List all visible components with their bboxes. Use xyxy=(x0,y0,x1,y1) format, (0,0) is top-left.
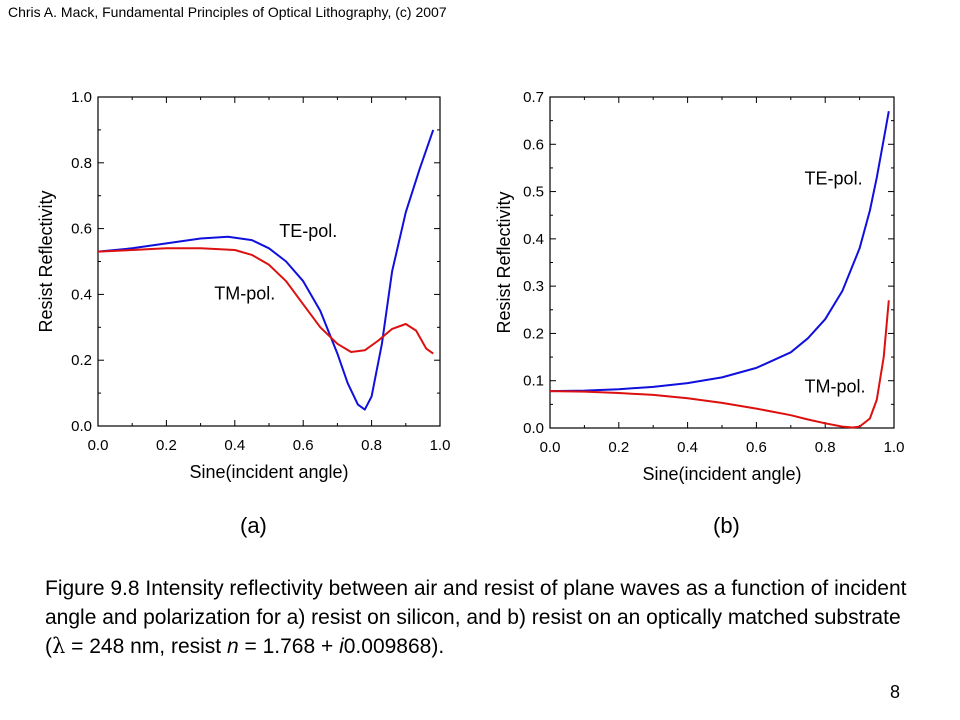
y-tick-label-a: 0.2 xyxy=(71,352,92,369)
y-axis-label-a: Resist Reflectivity xyxy=(36,190,56,332)
y-tick-label-b: 0.2 xyxy=(523,325,544,342)
x-tick-label-b: 0.2 xyxy=(608,439,629,456)
y-tick-label-b: 0.6 xyxy=(523,136,544,153)
y-tick-label-a: 1.0 xyxy=(71,89,92,106)
panel-label-b: (b) xyxy=(713,513,740,538)
x-tick-label-b: 0.4 xyxy=(677,439,698,456)
y-tick-label-a: 0.6 xyxy=(71,221,92,238)
y-tick-label-a: 0.8 xyxy=(71,155,92,172)
series-line-tm-pol-a xyxy=(97,247,434,355)
x-axis-label-b: Sine(incident angle) xyxy=(642,464,801,484)
lambda-symbol: λ xyxy=(52,634,66,658)
figure-caption: Figure 9.8 Intensity reflectivity betwee… xyxy=(45,574,925,661)
caption-text: Figure 9.8 Intensity reflectivity betwee… xyxy=(45,577,907,658)
x-tick-label-b: 0.0 xyxy=(540,439,561,456)
series-label-tm-pol-b: TM-pol. xyxy=(805,377,866,397)
series-label-te-pol-a: TE-pol. xyxy=(279,221,337,241)
series-line-tm-pol-b xyxy=(549,300,890,429)
x-tick-label-a: 0.4 xyxy=(224,437,245,454)
x-tick-label-b: 0.6 xyxy=(746,439,767,456)
y-tick-label-b: 0.3 xyxy=(523,278,544,295)
y-tick-label-b: 0.7 xyxy=(523,89,544,106)
series-label-te-pol-b: TE-pol. xyxy=(805,168,863,188)
series-label-tm-pol-a: TM-pol. xyxy=(214,283,275,303)
x-tick-label-b: 1.0 xyxy=(884,439,905,456)
caption-lambda-rest: = 248 nm, resist xyxy=(65,635,227,658)
i-symbol: i xyxy=(339,635,344,658)
x-tick-label-a: 0.6 xyxy=(293,437,314,454)
n-symbol: n xyxy=(226,635,239,658)
y-tick-label-b: 0.1 xyxy=(523,373,544,390)
chart-a: 0.0 0.2 0.4 0.6 0.8 1.0 0.0 0.2 0.4 0.6 0.8 1.0 Sine… xyxy=(36,89,451,482)
page-number: 8 xyxy=(890,682,901,702)
x-tick-label-a: 1.0 xyxy=(430,437,451,454)
y-tick-label-b: 0.4 xyxy=(523,231,544,248)
panel-label-a: (a) xyxy=(240,513,267,538)
plot-frame-a xyxy=(97,96,441,427)
series-line-te-pol-a xyxy=(97,129,435,411)
y-tick-label-b: 0.5 xyxy=(523,184,544,201)
series-line-te-pol-b xyxy=(549,111,890,393)
x-tick-label-a: 0.8 xyxy=(361,437,382,454)
caption-i-rest: 0.009868). xyxy=(343,635,445,658)
x-tick-label-a: 0.0 xyxy=(88,437,109,454)
page-header: Chris A. Mack, Fundamental Principles of… xyxy=(8,4,447,20)
caption-n-rest: = 1.768 + xyxy=(238,635,340,658)
y-tick-label-a: 0.0 xyxy=(71,418,92,435)
x-tick-label-a: 0.2 xyxy=(156,437,177,454)
x-axis-label-a: Sine(incident angle) xyxy=(189,462,348,482)
x-tick-label-b: 0.8 xyxy=(815,439,836,456)
chart-b: 0.0 0.2 0.4 0.6 0.8 1.0 0.0 0.1 0.2 0.3 0.4 0.5 0.6 0… xyxy=(494,89,905,484)
y-tick-label-a: 0.4 xyxy=(71,286,92,303)
y-axis-label-b: Resist Reflectivity xyxy=(494,191,514,333)
y-tick-label-b: 0.0 xyxy=(523,420,544,437)
